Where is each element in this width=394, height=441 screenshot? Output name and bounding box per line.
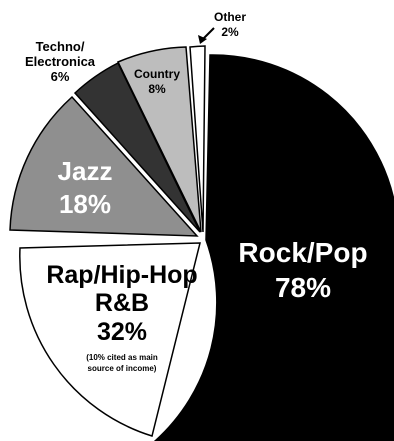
other-leader-arrowhead (198, 35, 207, 44)
label-rap-note-line1: (10% cited as main (86, 353, 158, 362)
slice-jazz (9, 95, 199, 237)
label-rock-pop-value: 78% (275, 272, 331, 303)
label-jazz-value: 18% (59, 189, 111, 219)
label-rap-rb: R&B (95, 289, 149, 317)
slice-other (189, 45, 206, 233)
label-country: Country (134, 67, 180, 81)
label-other-value: 2% (221, 25, 239, 39)
label-techno-value: 6% (51, 69, 70, 84)
slice-rap-hiphop-rb (19, 242, 201, 437)
label-jazz: Jazz (58, 156, 113, 186)
label-techno: Techno/ (36, 39, 85, 54)
label-rap-hiphop: Rap/Hip-Hop (46, 261, 197, 289)
slice-country (116, 46, 202, 233)
label-electronica: Electronica (25, 54, 96, 69)
label-rock-pop: Rock/Pop (238, 237, 367, 268)
label-other: Other (214, 10, 246, 24)
label-rap-note-line2: source of income) (88, 364, 157, 373)
label-country-value: 8% (148, 82, 166, 96)
label-rap-value: 32% (97, 318, 147, 346)
